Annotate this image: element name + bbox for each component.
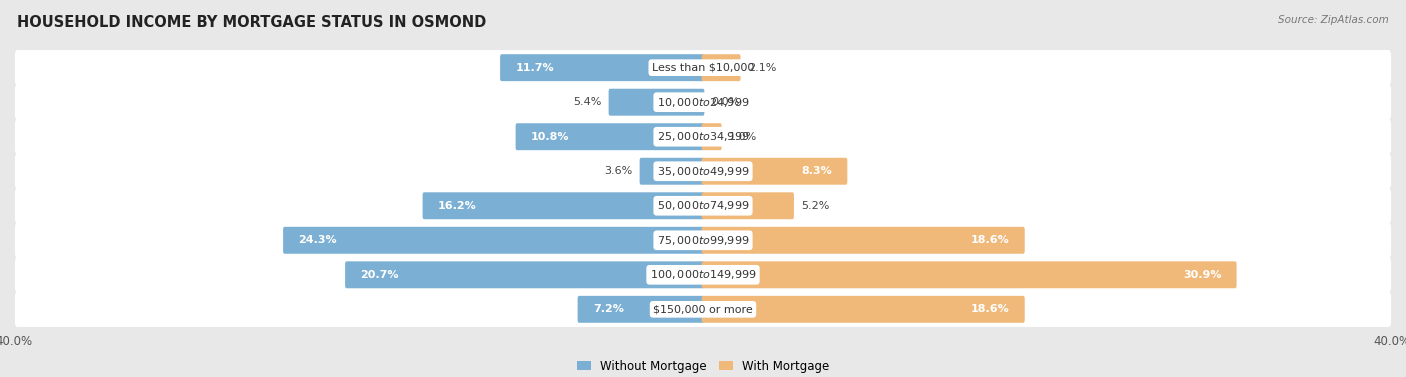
FancyBboxPatch shape	[423, 192, 704, 219]
FancyBboxPatch shape	[15, 84, 1391, 120]
FancyBboxPatch shape	[578, 296, 704, 323]
FancyBboxPatch shape	[15, 292, 1391, 327]
FancyBboxPatch shape	[501, 54, 704, 81]
Text: 18.6%: 18.6%	[970, 304, 1010, 314]
Text: 24.3%: 24.3%	[298, 235, 337, 245]
FancyBboxPatch shape	[15, 257, 1391, 293]
Text: 11.7%: 11.7%	[515, 63, 554, 73]
FancyBboxPatch shape	[702, 296, 1025, 323]
FancyBboxPatch shape	[702, 261, 1237, 288]
FancyBboxPatch shape	[702, 123, 721, 150]
FancyBboxPatch shape	[702, 227, 1025, 254]
FancyBboxPatch shape	[702, 54, 741, 81]
Text: $50,000 to $74,999: $50,000 to $74,999	[657, 199, 749, 212]
FancyBboxPatch shape	[344, 261, 704, 288]
FancyBboxPatch shape	[283, 227, 704, 254]
Text: $25,000 to $34,999: $25,000 to $34,999	[657, 130, 749, 143]
Text: 8.3%: 8.3%	[801, 166, 832, 176]
FancyBboxPatch shape	[15, 154, 1391, 189]
Text: HOUSEHOLD INCOME BY MORTGAGE STATUS IN OSMOND: HOUSEHOLD INCOME BY MORTGAGE STATUS IN O…	[17, 15, 486, 30]
FancyBboxPatch shape	[609, 89, 704, 116]
Text: 0.0%: 0.0%	[711, 97, 740, 107]
Text: Source: ZipAtlas.com: Source: ZipAtlas.com	[1278, 15, 1389, 25]
Text: 20.7%: 20.7%	[360, 270, 399, 280]
Text: 3.6%: 3.6%	[605, 166, 633, 176]
FancyBboxPatch shape	[15, 188, 1391, 223]
Text: 5.4%: 5.4%	[574, 97, 602, 107]
Text: $100,000 to $149,999: $100,000 to $149,999	[650, 268, 756, 281]
Text: 10.8%: 10.8%	[531, 132, 569, 142]
Text: $35,000 to $49,999: $35,000 to $49,999	[657, 165, 749, 178]
Text: 16.2%: 16.2%	[437, 201, 477, 211]
Text: 7.2%: 7.2%	[593, 304, 624, 314]
FancyBboxPatch shape	[15, 223, 1391, 258]
FancyBboxPatch shape	[516, 123, 704, 150]
Legend: Without Mortgage, With Mortgage: Without Mortgage, With Mortgage	[572, 355, 834, 377]
Text: 30.9%: 30.9%	[1182, 270, 1222, 280]
FancyBboxPatch shape	[15, 50, 1391, 85]
FancyBboxPatch shape	[702, 158, 848, 185]
Text: $150,000 or more: $150,000 or more	[654, 304, 752, 314]
Text: 2.1%: 2.1%	[748, 63, 776, 73]
Text: Less than $10,000: Less than $10,000	[652, 63, 754, 73]
FancyBboxPatch shape	[15, 119, 1391, 154]
FancyBboxPatch shape	[702, 192, 794, 219]
Text: $75,000 to $99,999: $75,000 to $99,999	[657, 234, 749, 247]
FancyBboxPatch shape	[640, 158, 704, 185]
Text: 5.2%: 5.2%	[801, 201, 830, 211]
Text: $10,000 to $24,999: $10,000 to $24,999	[657, 96, 749, 109]
Text: 1.0%: 1.0%	[728, 132, 756, 142]
Text: 18.6%: 18.6%	[970, 235, 1010, 245]
